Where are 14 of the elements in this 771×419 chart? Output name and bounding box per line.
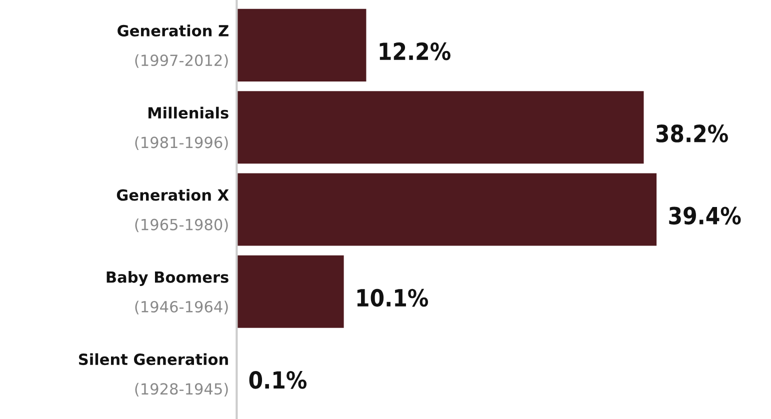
data-label: 10.1% <box>357 288 428 307</box>
bar <box>236 254 346 330</box>
bar <box>236 172 658 248</box>
y-tick-label: Silent Generation (1928-1945) <box>78 353 228 396</box>
data-label: 38.2% <box>656 124 728 142</box>
y-tick-label: Generation Z (1997-2012) <box>118 24 228 68</box>
bar <box>236 90 646 166</box>
y-tick-label: Generation X (1965-1980) <box>116 188 229 232</box>
y-tick-label: Millenials (1981-1996) <box>135 106 228 150</box>
data-label: 39.4% <box>669 206 741 225</box>
bar <box>236 8 368 83</box>
data-label: 0.1% <box>249 371 307 389</box>
y-tick-label: Baby Boomers (1946-1964) <box>106 271 228 314</box>
data-label: 12.2% <box>380 42 450 60</box>
